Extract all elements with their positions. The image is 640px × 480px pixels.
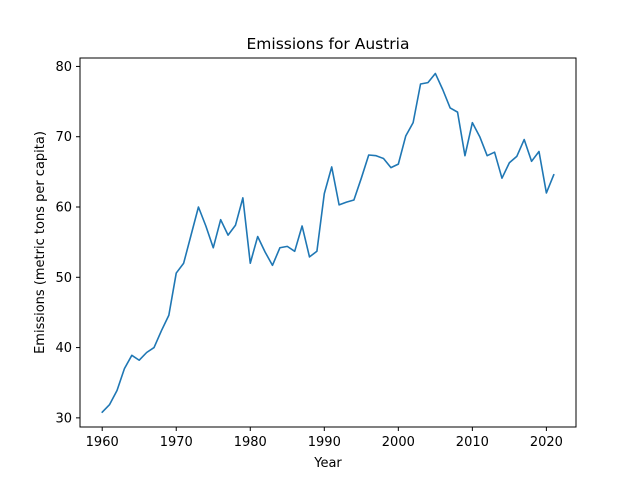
x-tick-label: 1970 (160, 435, 193, 450)
x-tick-label: 2000 (382, 435, 415, 450)
y-tick-label: 60 (55, 201, 72, 216)
y-tick-label: 70 (55, 130, 72, 145)
y-tick-label: 80 (55, 60, 72, 75)
x-tick-label: 1990 (308, 435, 341, 450)
y-tick-label: 50 (55, 271, 72, 286)
axes-frame (79, 57, 577, 428)
axis-ticks: 1960 1970 1980 1990 2000 2010 2020 30 40 50 60 70 80 (55, 60, 562, 450)
x-tick-label: 1960 (86, 435, 119, 450)
y-tick-label: 30 (55, 411, 72, 426)
y-tick-label: 40 (55, 341, 72, 356)
y-axis-label: Emissions (metric tons per capita) (33, 131, 48, 354)
emissions-line (101, 72, 555, 414)
x-tick-label: 1980 (234, 435, 267, 450)
chart-title: Emissions for Austria (247, 35, 410, 53)
x-tick-label: 2010 (456, 435, 489, 450)
x-tick-label: 2020 (530, 435, 563, 450)
series-layer (101, 72, 555, 414)
x-axis-label: Year (313, 456, 342, 471)
